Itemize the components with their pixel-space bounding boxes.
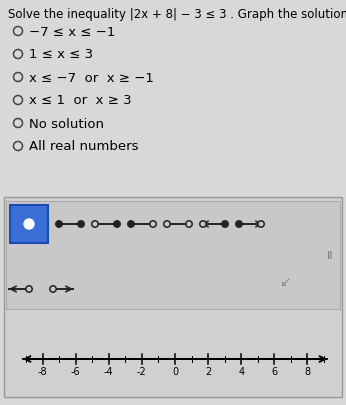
- Circle shape: [56, 221, 62, 228]
- Circle shape: [128, 221, 134, 228]
- Text: x ≤ −7  or  x ≥ −1: x ≤ −7 or x ≥ −1: [29, 71, 154, 84]
- FancyBboxPatch shape: [6, 202, 340, 309]
- Text: ↙: ↙: [279, 274, 291, 288]
- Circle shape: [164, 221, 170, 228]
- FancyBboxPatch shape: [10, 205, 48, 243]
- Text: -2: -2: [137, 366, 147, 376]
- Text: -4: -4: [104, 366, 113, 376]
- FancyBboxPatch shape: [4, 198, 342, 397]
- Circle shape: [26, 286, 32, 292]
- Text: -8: -8: [38, 366, 47, 376]
- Circle shape: [258, 221, 264, 228]
- Text: Solve the inequality |2x + 8| − 3 ≤ 3 . Graph the solution.: Solve the inequality |2x + 8| − 3 ≤ 3 . …: [8, 8, 346, 21]
- Circle shape: [200, 221, 206, 228]
- Circle shape: [150, 221, 156, 228]
- Text: All real numbers: All real numbers: [29, 140, 138, 153]
- Circle shape: [222, 221, 228, 228]
- Circle shape: [24, 220, 34, 230]
- Text: 6: 6: [271, 366, 277, 376]
- Circle shape: [114, 221, 120, 228]
- Text: 0: 0: [172, 366, 178, 376]
- Text: -6: -6: [71, 366, 81, 376]
- Circle shape: [78, 221, 84, 228]
- Circle shape: [50, 286, 56, 292]
- Text: 4: 4: [238, 366, 244, 376]
- Text: 1 ≤ x ≤ 3: 1 ≤ x ≤ 3: [29, 48, 93, 61]
- Text: II: II: [327, 250, 333, 260]
- Text: No solution: No solution: [29, 117, 104, 130]
- Circle shape: [236, 221, 242, 228]
- Text: −7 ≤ x ≤ −1: −7 ≤ x ≤ −1: [29, 26, 115, 38]
- Text: 8: 8: [304, 366, 310, 376]
- Circle shape: [92, 221, 98, 228]
- Circle shape: [186, 221, 192, 228]
- Text: 2: 2: [205, 366, 211, 376]
- Text: x ≤ 1  or  x ≥ 3: x ≤ 1 or x ≥ 3: [29, 94, 131, 107]
